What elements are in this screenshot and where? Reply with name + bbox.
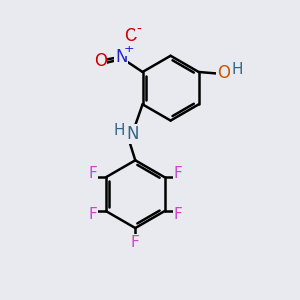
Text: +: + xyxy=(123,42,134,55)
Text: F: F xyxy=(173,207,182,222)
Text: F: F xyxy=(131,235,140,250)
Text: O: O xyxy=(94,52,107,70)
Text: -: - xyxy=(136,22,141,37)
Text: F: F xyxy=(88,207,97,222)
Text: O: O xyxy=(217,64,230,82)
Text: H: H xyxy=(231,61,243,76)
Text: O: O xyxy=(124,27,138,45)
Text: F: F xyxy=(173,166,182,181)
Text: N: N xyxy=(115,48,128,66)
Text: H: H xyxy=(113,123,125,138)
Text: F: F xyxy=(88,166,97,181)
Text: N: N xyxy=(127,125,139,143)
